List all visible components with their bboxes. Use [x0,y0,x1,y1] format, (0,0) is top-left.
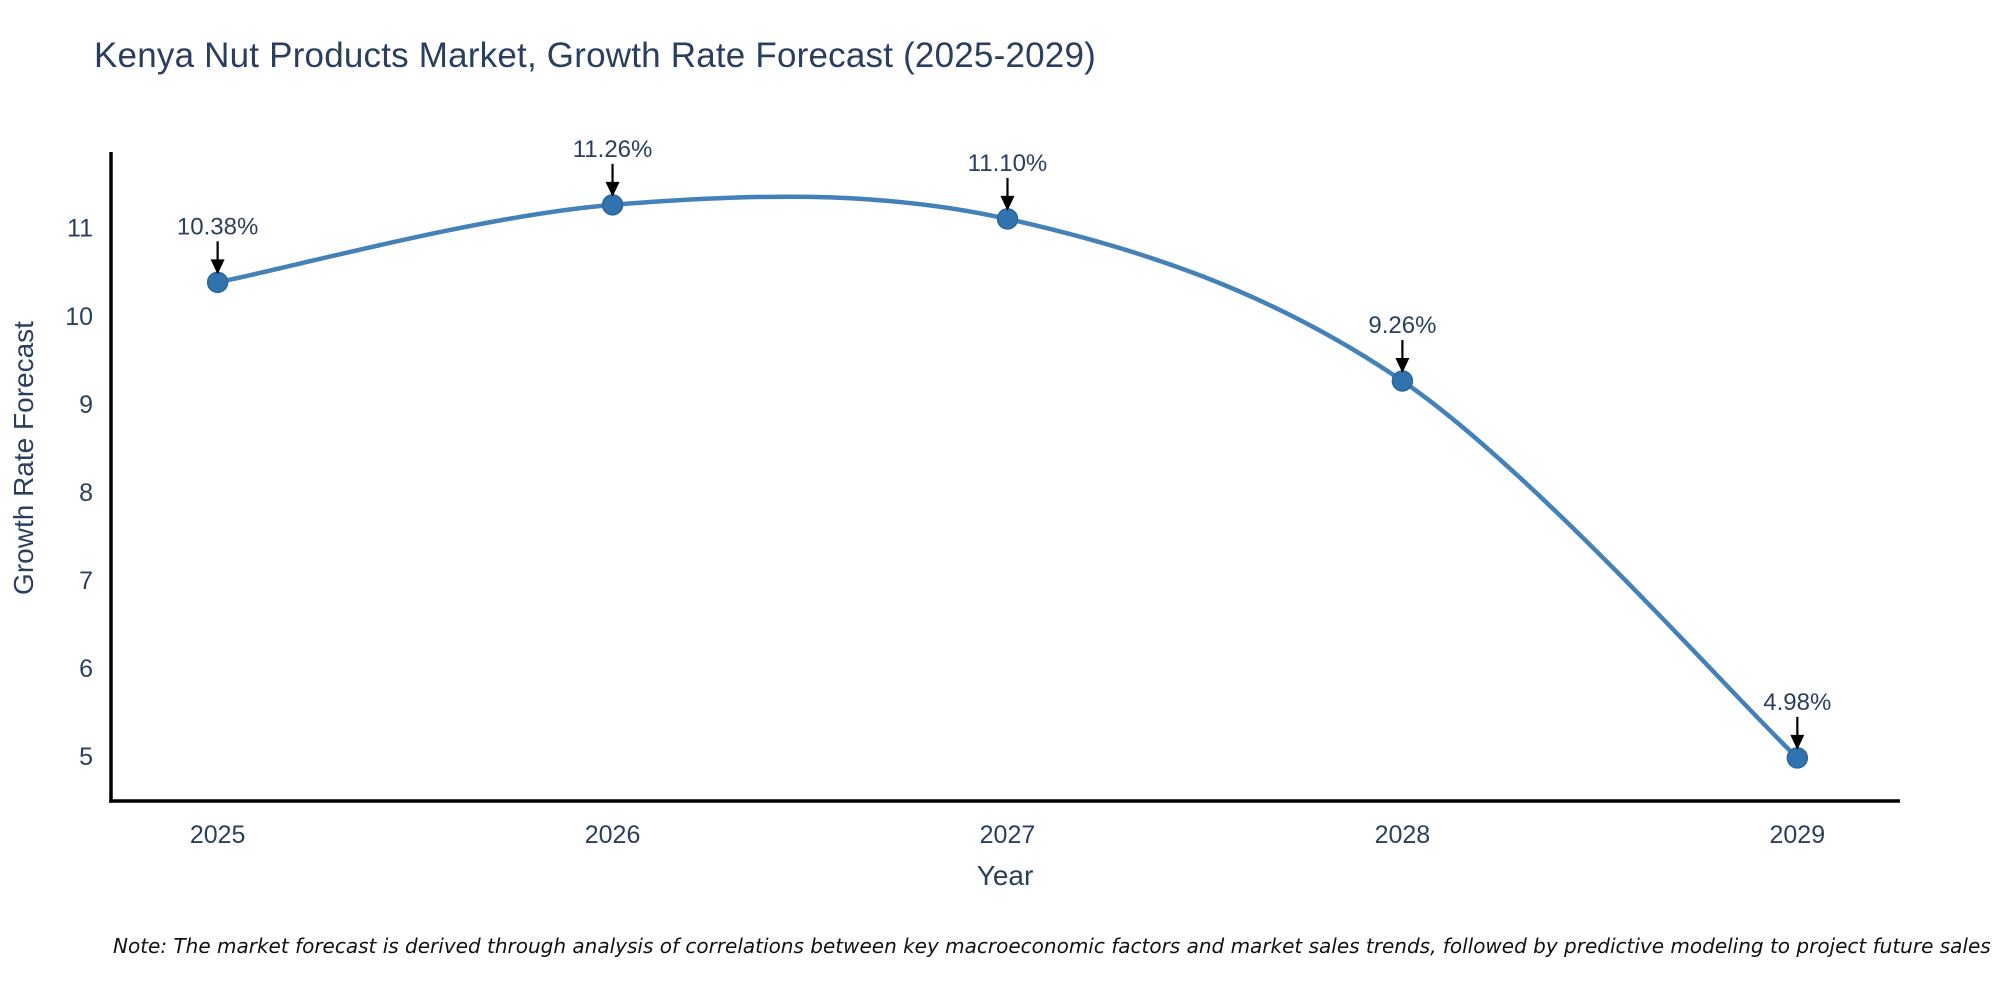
data-point-2027[interactable] [996,208,1019,230]
annotation-arrowhead-icon [210,259,225,275]
y-tick-label: 5 [79,743,93,771]
annotation-arrowhead-icon [1000,195,1015,211]
annotation-arrowhead-icon [605,181,620,197]
chart-title: Kenya Nut Products Market, Growth Rate F… [94,36,1096,75]
x-tick-label: 2028 [1375,821,1431,849]
x-tick-label: 2026 [585,821,641,849]
y-axis-title: Growth Rate Forecast [8,321,39,595]
y-tick-label: 6 [79,655,93,683]
data-point-label: 11.10% [968,150,1048,177]
x-tick-label: 2027 [980,821,1036,849]
x-tick-label: 2025 [190,821,246,849]
data-point-2029[interactable] [1786,747,1809,769]
chart-footnote: Note: The market forecast is derived thr… [113,934,1991,958]
x-axis-title: Year [976,860,1034,891]
data-point-label: 4.98% [1763,689,1831,716]
y-tick-label: 10 [65,303,93,331]
data-point-label: 9.26% [1368,312,1436,339]
forecast-line [215,194,1800,761]
data-point-2025[interactable] [206,271,229,294]
y-tick-label: 9 [79,391,93,419]
y-tick-label: 11 [67,215,93,243]
annotation-arrowhead-icon [1790,734,1805,750]
data-point-2028[interactable] [1391,370,1414,392]
y-tick-label: 7 [79,567,93,595]
y-tick-label: 8 [79,479,93,507]
data-point-2026[interactable] [601,194,624,216]
data-point-label: 10.38% [177,213,258,240]
data-point-label: 11.26% [573,136,653,163]
annotation-arrowhead-icon [1395,357,1410,373]
x-tick-label: 2029 [1770,821,1826,849]
